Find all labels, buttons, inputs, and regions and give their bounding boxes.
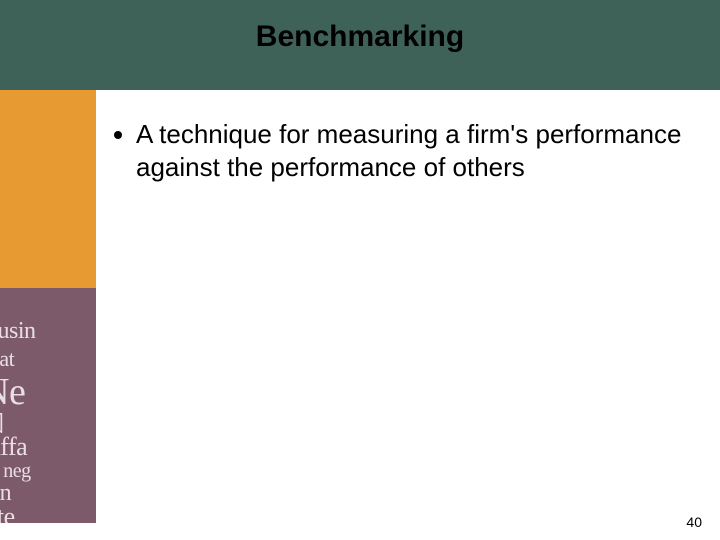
page-number: 40 xyxy=(686,514,702,530)
slide-title: Benchmarking xyxy=(0,20,720,54)
decorative-text: Affa xyxy=(0,432,27,462)
decorative-text: Ne xyxy=(0,370,25,414)
content-area: A technique for measuring a firm's perfo… xyxy=(96,118,696,183)
bullet-text: A technique for measuring a firm's perfo… xyxy=(136,118,696,183)
decorative-text: Busin xyxy=(0,318,36,345)
decorative-text: ifte xyxy=(0,502,15,523)
left-accent-orange xyxy=(0,90,96,288)
left-accent-image: BusinrnatNe图Affaos negernifte xyxy=(0,288,96,523)
slide: Benchmarking BusinrnatNe图Affaos negernif… xyxy=(0,0,720,540)
bullet-item: A technique for measuring a firm's perfo… xyxy=(114,118,696,183)
bullet-icon xyxy=(114,131,122,139)
decorative-text: rnat xyxy=(0,346,14,372)
